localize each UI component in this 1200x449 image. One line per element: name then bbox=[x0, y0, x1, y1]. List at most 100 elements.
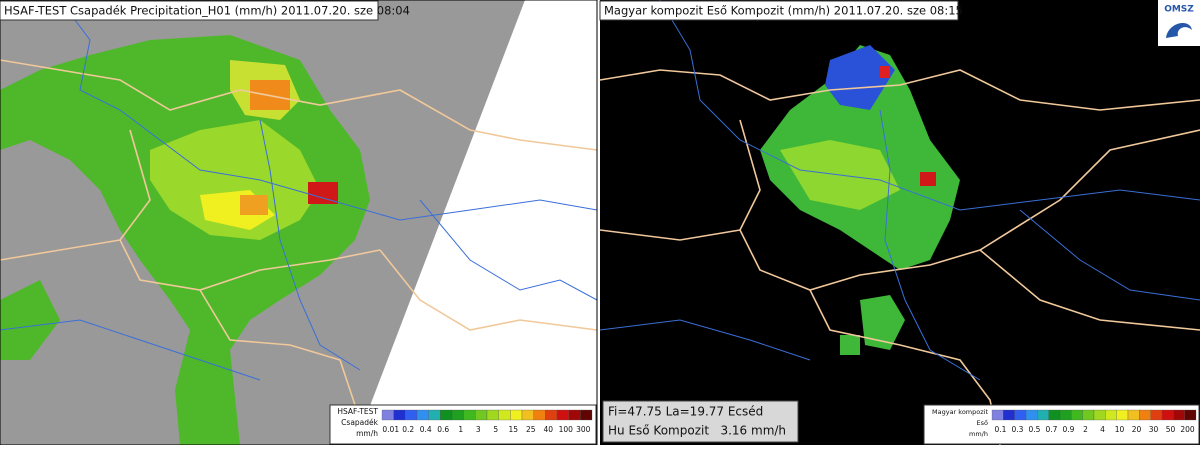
legend-swatch bbox=[416, 409, 429, 421]
legend-tick-label: 0.7 bbox=[1046, 425, 1058, 434]
legend-swatch bbox=[580, 409, 593, 421]
legend-tick-label: 0.9 bbox=[1063, 425, 1075, 434]
legend-swatch bbox=[498, 409, 511, 421]
info-line: Fi=47.75 La=19.77 Ecséd bbox=[608, 405, 763, 419]
river bbox=[59, 0, 598, 221]
legend-swatch bbox=[1014, 409, 1027, 421]
info-box bbox=[602, 400, 799, 443]
legend-label: HSAF-TEST bbox=[337, 407, 378, 416]
border-line bbox=[119, 129, 381, 291]
legend-swatch bbox=[1071, 409, 1083, 421]
border-line bbox=[599, 69, 1200, 111]
border-line bbox=[739, 119, 1200, 291]
title-box bbox=[0, 0, 379, 21]
legend-tick-label: 10 bbox=[1115, 425, 1125, 434]
legend-swatch bbox=[451, 409, 464, 421]
legend-tick-label: 300 bbox=[576, 425, 591, 434]
legend-swatch bbox=[1082, 409, 1095, 421]
legend-swatch bbox=[1139, 409, 1151, 421]
legend-swatch bbox=[1105, 409, 1117, 421]
legend-tick-label: 100 bbox=[559, 425, 574, 434]
legend-swatch bbox=[1059, 409, 1072, 421]
legend-swatch bbox=[440, 409, 453, 421]
logo-box bbox=[1158, 0, 1200, 46]
legend-swatch bbox=[510, 409, 523, 421]
border-line bbox=[979, 249, 1200, 331]
legend-swatch bbox=[1025, 409, 1038, 421]
legend-swatch bbox=[991, 409, 1004, 421]
legend-tick-label: 0.2 bbox=[402, 425, 414, 434]
border-line bbox=[0, 239, 361, 421]
legend-tick-label: 20 bbox=[1132, 425, 1142, 434]
legend-tick-label: 0.01 bbox=[382, 425, 399, 434]
legend-swatch bbox=[393, 409, 406, 421]
legend-swatch bbox=[1150, 409, 1163, 421]
panel-title: HSAF-TEST Csapadék Precipitation_H01 (mm… bbox=[4, 4, 410, 18]
logo-text: OMSZ bbox=[1164, 5, 1194, 15]
river bbox=[0, 319, 261, 381]
border-line bbox=[379, 249, 598, 331]
legend-swatch bbox=[463, 409, 476, 421]
legend: Magyar kompozit Eső mm/h 0.1 0.3 0.5 0.7 0.9 2 4 1… bbox=[923, 404, 1200, 445]
legend-tick-label: 0.1 bbox=[995, 425, 1007, 434]
legend-label: mm/h bbox=[356, 429, 378, 438]
legend-tick-label: 25 bbox=[526, 425, 536, 434]
legend-tick-label: 2 bbox=[1083, 425, 1088, 434]
rain-area bbox=[0, 280, 60, 360]
right-map: Magyar kompozit Eső Kompozit (mm/h) 2011… bbox=[599, 0, 1200, 446]
river bbox=[1019, 209, 1200, 301]
no-data-area bbox=[355, 0, 597, 445]
title-box bbox=[599, 0, 959, 21]
legend-swatch bbox=[1173, 409, 1185, 421]
legend-tick-label: 4 bbox=[1100, 425, 1105, 434]
rain-extreme bbox=[920, 172, 936, 186]
rain-area bbox=[840, 335, 860, 355]
legend-tick-label: 1 bbox=[458, 425, 463, 434]
panel-title: Magyar kompozit Eső Kompozit (mm/h) 2011… bbox=[604, 4, 963, 18]
legend-tick-label: 3 bbox=[476, 425, 481, 434]
river bbox=[599, 319, 811, 361]
legend-tick-label: 30 bbox=[1149, 425, 1159, 434]
legend-swatch bbox=[1048, 409, 1061, 421]
legend-swatch bbox=[556, 409, 569, 421]
river bbox=[419, 199, 598, 301]
legend-swatch bbox=[405, 409, 418, 421]
legend-label: Csapadék bbox=[341, 418, 378, 427]
legend-tick-label: 0.4 bbox=[420, 425, 432, 434]
legend-label: Eső bbox=[977, 418, 988, 427]
legend-tick-label: 50 bbox=[1166, 425, 1176, 434]
legend-swatch bbox=[1184, 409, 1197, 421]
legend-tick-label: 0.5 bbox=[1029, 425, 1041, 434]
legend-tick-label: 0.3 bbox=[1012, 425, 1024, 434]
legend-label: Magyar kompozit bbox=[932, 408, 988, 416]
legend-swatch bbox=[1127, 409, 1140, 421]
rain-light bbox=[825, 45, 895, 110]
legend-tick-label: 5 bbox=[493, 425, 498, 434]
logo-icon bbox=[1166, 23, 1192, 38]
rain-area bbox=[200, 270, 265, 310]
river bbox=[259, 119, 361, 371]
rain-heavy bbox=[240, 195, 268, 215]
legend-swatch bbox=[1093, 409, 1106, 421]
legend-swatch bbox=[1116, 409, 1129, 421]
rain-extreme bbox=[880, 66, 890, 78]
border-line bbox=[0, 59, 598, 151]
info-line: Hu Eső Kompozit 3.16 mm/h bbox=[608, 424, 786, 438]
legend-swatch bbox=[568, 409, 581, 421]
legend-swatch bbox=[1037, 409, 1049, 421]
legend: HSAF-TEST Csapadék mm/h 0.01 0.2 0.4 0.6 1 3 5 15 2… bbox=[329, 404, 597, 445]
legend-label: mm/h bbox=[969, 430, 988, 438]
rain-area bbox=[860, 295, 905, 350]
river bbox=[659, 0, 1200, 211]
legend-swatch bbox=[545, 409, 558, 421]
legend-tick-label: 40 bbox=[543, 425, 553, 434]
legend-tick-label: 0.6 bbox=[437, 425, 449, 434]
legend-tick-label: 15 bbox=[508, 425, 518, 434]
river bbox=[879, 109, 981, 381]
left-map: HSAF-TEST Csapadék Precipitation_H01 (mm… bbox=[0, 0, 598, 446]
legend-swatch bbox=[1161, 409, 1174, 421]
legend-swatch bbox=[475, 409, 488, 421]
legend-swatch bbox=[381, 409, 394, 421]
